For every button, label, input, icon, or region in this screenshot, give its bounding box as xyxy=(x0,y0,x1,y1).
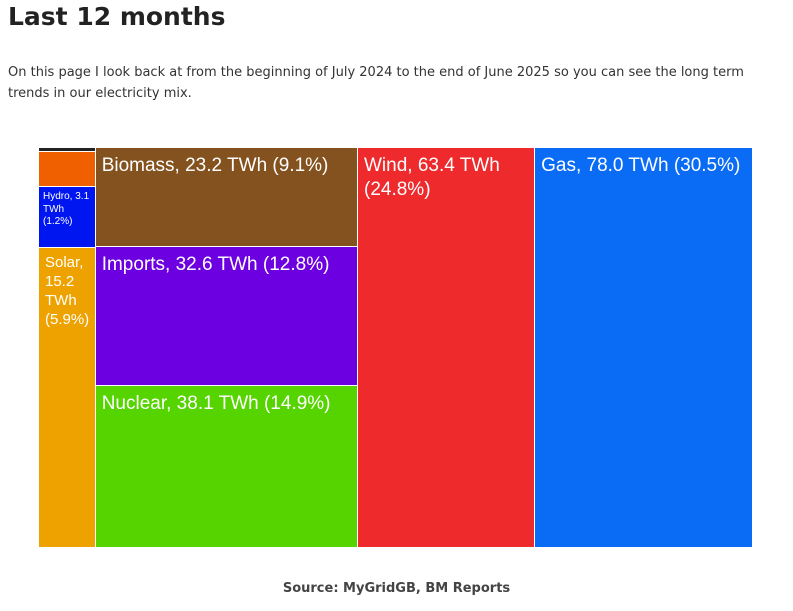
treemap-cell xyxy=(39,148,96,152)
treemap: Hydro, 3.1 TWh (1.2%) Solar, 15.2 TWh (5.… xyxy=(39,148,753,548)
treemap-cell: Nuclear, 38.1 TWh (14.9%) xyxy=(95,385,358,548)
cell-label: Gas, 78.0 TWh (30.5%) xyxy=(541,155,741,176)
treemap-cell: Hydro, 3.1 TWh (1.2%) xyxy=(39,187,96,249)
cell-label: Hydro, 3.1 TWh (1.2%) xyxy=(43,191,90,228)
treemap-cell: Imports, 32.6 TWh (12.8%) xyxy=(95,246,358,386)
treemap-cell: Biomass, 23.2 TWh (9.1%) xyxy=(95,148,358,247)
cell-label: Biomass, 23.2 TWh (9.1%) xyxy=(101,155,329,176)
treemap-cell xyxy=(39,151,96,188)
treemap-cell: Solar, 15.2 TWh (5.9%) xyxy=(39,248,96,548)
page-title: Last 12 months xyxy=(8,2,226,31)
cell-label: Solar, 15.2 TWh (5.9%) xyxy=(45,254,90,328)
intro-text: On this page I look back at from the beg… xyxy=(8,65,744,101)
treemap-cell: Gas, 78.0 TWh (30.5%) xyxy=(535,148,753,548)
cell-label: Wind, 63.4 TWh (24.8%) xyxy=(364,155,500,200)
treemap-cell: Wind, 63.4 TWh (24.8%) xyxy=(358,148,536,548)
source-note: Source: MyGridGB, BM Reports xyxy=(282,581,511,596)
cell-label: Nuclear, 38.1 TWh (14.9%) xyxy=(101,392,331,414)
cell-label: Imports, 32.6 TWh (12.8%) xyxy=(101,253,330,275)
